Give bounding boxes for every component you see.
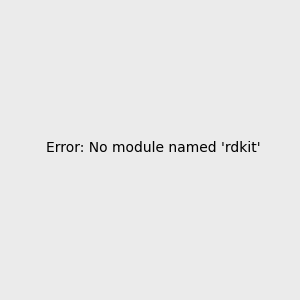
Text: Error: No module named 'rdkit': Error: No module named 'rdkit' xyxy=(46,140,261,154)
